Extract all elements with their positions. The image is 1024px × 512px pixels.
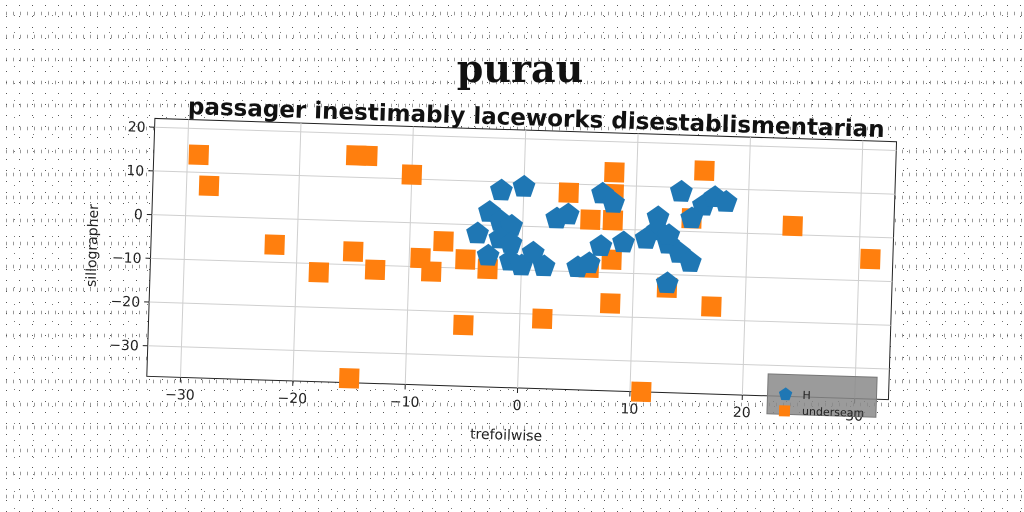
x-axis-label: trefoilwise bbox=[470, 427, 543, 445]
point-underseam bbox=[455, 249, 476, 270]
point-h bbox=[714, 190, 738, 212]
chart-title: purau bbox=[456, 46, 584, 91]
point-h bbox=[521, 240, 545, 263]
point-h bbox=[500, 213, 524, 236]
y-tick-label: −30 bbox=[109, 338, 139, 355]
point-underseam bbox=[701, 296, 722, 317]
point-underseam bbox=[433, 230, 454, 252]
x-gridline bbox=[741, 137, 751, 396]
y-tick-label: 20 bbox=[128, 119, 146, 136]
point-h bbox=[577, 251, 601, 274]
point-underseam bbox=[580, 209, 601, 230]
point-h bbox=[490, 178, 513, 201]
point-underseam bbox=[401, 164, 423, 185]
point-underseam bbox=[420, 261, 442, 282]
point-underseam bbox=[364, 259, 386, 281]
point-h bbox=[680, 206, 704, 229]
x-tick-label: 0 bbox=[512, 398, 521, 414]
point-underseam bbox=[453, 314, 474, 336]
legend-label-underseam: underseam bbox=[802, 405, 865, 420]
point-h bbox=[678, 250, 702, 273]
point-h bbox=[589, 234, 613, 257]
point-h bbox=[602, 190, 625, 213]
point-h bbox=[499, 231, 523, 254]
x-tick-label: −30 bbox=[165, 387, 195, 404]
legend: H underseam bbox=[766, 373, 878, 420]
y-gridline bbox=[149, 301, 891, 326]
x-gridline bbox=[629, 133, 639, 392]
point-h bbox=[556, 202, 580, 225]
point-underseam bbox=[860, 248, 881, 270]
y-tick-label: 0 bbox=[134, 207, 143, 223]
x-tick-label: −20 bbox=[277, 390, 307, 407]
x-gridline bbox=[854, 140, 864, 399]
point-underseam bbox=[308, 262, 330, 283]
point-h bbox=[634, 226, 658, 249]
x-tick-label: −10 bbox=[390, 394, 420, 411]
point-h bbox=[512, 174, 536, 197]
point-underseam bbox=[630, 381, 652, 403]
point-underseam bbox=[558, 182, 580, 204]
legend-marker-h bbox=[778, 387, 793, 401]
y-tick-label: 10 bbox=[126, 163, 144, 180]
legend-box bbox=[766, 373, 878, 418]
point-underseam bbox=[357, 145, 378, 167]
y-tick-label: −10 bbox=[112, 250, 142, 267]
point-underseam bbox=[531, 308, 553, 330]
point-h bbox=[657, 223, 681, 246]
point-underseam bbox=[604, 161, 625, 183]
point-h bbox=[646, 205, 670, 228]
point-h bbox=[669, 179, 693, 202]
x-tick-label: 20 bbox=[733, 405, 751, 422]
y-gridline bbox=[147, 345, 890, 370]
point-h bbox=[476, 243, 500, 266]
point-underseam bbox=[264, 234, 285, 256]
data-points bbox=[188, 144, 881, 403]
y-tick-label: −20 bbox=[110, 294, 140, 311]
y-gridline bbox=[154, 126, 897, 152]
point-underseam bbox=[342, 241, 364, 262]
point-h bbox=[532, 254, 556, 277]
point-h bbox=[655, 271, 679, 294]
point-underseam bbox=[602, 210, 624, 231]
point-underseam bbox=[694, 160, 715, 182]
point-underseam bbox=[188, 144, 210, 166]
legend-label-h: H bbox=[802, 389, 811, 402]
x-gridline bbox=[180, 119, 190, 378]
point-underseam bbox=[782, 215, 803, 237]
x-gridline bbox=[292, 123, 302, 381]
x-tick-label: 10 bbox=[620, 401, 638, 418]
point-underseam bbox=[599, 293, 621, 314]
legend-marker-underseam bbox=[778, 405, 791, 417]
point-h bbox=[612, 230, 635, 253]
y-gridline bbox=[151, 214, 894, 239]
point-h bbox=[466, 221, 489, 244]
point-underseam bbox=[338, 368, 360, 389]
y-axis-label: sillographer bbox=[84, 204, 103, 288]
point-underseam bbox=[198, 175, 220, 197]
